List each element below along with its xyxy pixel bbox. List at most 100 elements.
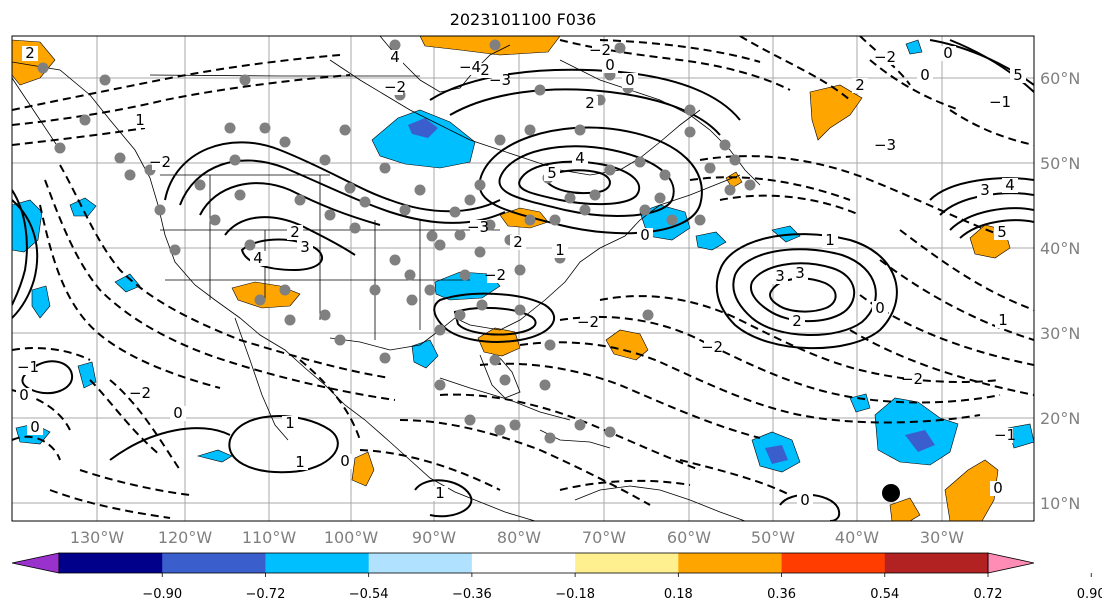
station-dot xyxy=(524,214,536,226)
contour-label: 4 xyxy=(390,48,400,66)
station-dot xyxy=(224,122,236,134)
station-dot xyxy=(406,294,418,306)
station-dot xyxy=(459,269,471,281)
colorbar-extend-high xyxy=(987,552,1035,574)
contour-label: −2 xyxy=(874,48,896,66)
station-dot xyxy=(509,419,521,431)
colorbar: −0.90 −0.72 −0.54 −0.36 −0.18 0.18 0.36 0.54 0.7… xyxy=(11,552,1102,602)
station-dot xyxy=(239,74,251,86)
colorbar-segment xyxy=(678,553,783,573)
contour-label: 1 xyxy=(435,484,445,502)
station-dot xyxy=(574,124,586,136)
station-dot xyxy=(589,189,601,201)
station-dot xyxy=(54,142,66,154)
station-dot xyxy=(454,309,466,321)
latitude-labels: 60°N 50°N 40°N 30°N 20°N 10°N xyxy=(1040,69,1080,513)
shade-orange xyxy=(809,84,863,141)
station-dot xyxy=(434,324,446,336)
station-dot xyxy=(37,62,49,74)
station-dot xyxy=(704,162,716,174)
station-dot xyxy=(234,189,246,201)
contour-label: −2 xyxy=(589,41,611,59)
lon-label: 70°W xyxy=(582,528,626,547)
station-dot xyxy=(449,206,461,218)
lat-label: 20°N xyxy=(1040,409,1080,428)
colorbar-tick-label: 0.54 xyxy=(870,587,899,602)
shade-blue xyxy=(31,285,51,319)
station-dots xyxy=(37,39,756,444)
contour-label: 1 xyxy=(285,414,295,432)
colorbar-segment xyxy=(265,553,370,573)
station-dot xyxy=(279,284,291,296)
shade-darkblue xyxy=(905,430,935,452)
station-dot xyxy=(474,179,486,191)
station-dot xyxy=(259,122,271,134)
contour-label: −3 xyxy=(467,218,489,236)
station-dot xyxy=(229,154,241,166)
station-dot xyxy=(684,126,696,138)
station-dot xyxy=(339,124,351,136)
lon-label: 130°W xyxy=(70,528,125,547)
colorbar-extend-low xyxy=(11,552,60,574)
station-dot xyxy=(729,154,741,166)
station-dot xyxy=(474,246,486,258)
contour-label: 0 xyxy=(943,44,953,62)
station-dot xyxy=(379,162,391,174)
shade-orange xyxy=(605,329,649,361)
station-dot xyxy=(499,374,511,386)
contour-label: 0 xyxy=(340,452,350,470)
station-dot xyxy=(279,136,291,148)
colorbar-segment xyxy=(575,553,679,573)
contour-label: 4 xyxy=(253,249,263,267)
map-title: 2023101100 F036 xyxy=(450,10,597,29)
colorbar-segment xyxy=(471,553,576,573)
station-dot xyxy=(639,204,651,216)
station-dot xyxy=(659,169,671,181)
contour-label: 0 xyxy=(19,386,29,404)
station-dot xyxy=(549,214,561,226)
shade-blue xyxy=(371,109,476,169)
station-dot xyxy=(484,219,496,231)
station-dot xyxy=(579,204,591,216)
contours-positive xyxy=(12,39,1034,521)
map-panel: 2 412 025423−20345−13−201−1132012−2−2−2001… xyxy=(11,35,1035,522)
station-dot xyxy=(694,214,706,226)
contour-label: −3 xyxy=(874,136,896,154)
contour-label: 0 xyxy=(625,71,635,89)
shade-blue xyxy=(114,273,141,293)
contour-label: 2 xyxy=(585,94,595,112)
contour-label: 2 xyxy=(513,233,523,251)
station-dot xyxy=(389,254,401,266)
station-dot xyxy=(434,239,446,251)
contour-label: 5 xyxy=(997,223,1007,241)
lon-label: 120°W xyxy=(158,528,213,547)
station-dot xyxy=(634,156,646,168)
contour-label: 1 xyxy=(135,111,145,129)
station-dot xyxy=(464,414,476,426)
station-dot xyxy=(654,192,666,204)
contour-label: 0 xyxy=(920,66,930,84)
shade-orange xyxy=(351,451,375,487)
lon-label: 40°W xyxy=(835,528,879,547)
contour-label: −2 xyxy=(129,384,151,402)
station-dot xyxy=(424,284,436,296)
station-dot xyxy=(544,432,556,444)
contour-label: 0 xyxy=(640,226,650,244)
station-dot xyxy=(539,379,551,391)
contour-label: −2 xyxy=(384,78,406,96)
station-dot xyxy=(744,179,756,191)
contour-label: 3 xyxy=(300,238,310,256)
contour-label: 3 xyxy=(980,181,990,199)
station-dot xyxy=(389,39,401,51)
station-dot xyxy=(414,184,426,196)
shade-blue xyxy=(905,39,923,55)
station-dot xyxy=(209,214,221,226)
contour-label: 5 xyxy=(1013,66,1023,84)
station-dot xyxy=(99,74,111,86)
contour-label: 0 xyxy=(605,56,615,74)
contour-label: 2 xyxy=(25,44,35,62)
lon-label: 60°W xyxy=(667,528,711,547)
station-dot xyxy=(426,230,438,242)
colorbar-tick-label: 0.72 xyxy=(974,587,1003,602)
